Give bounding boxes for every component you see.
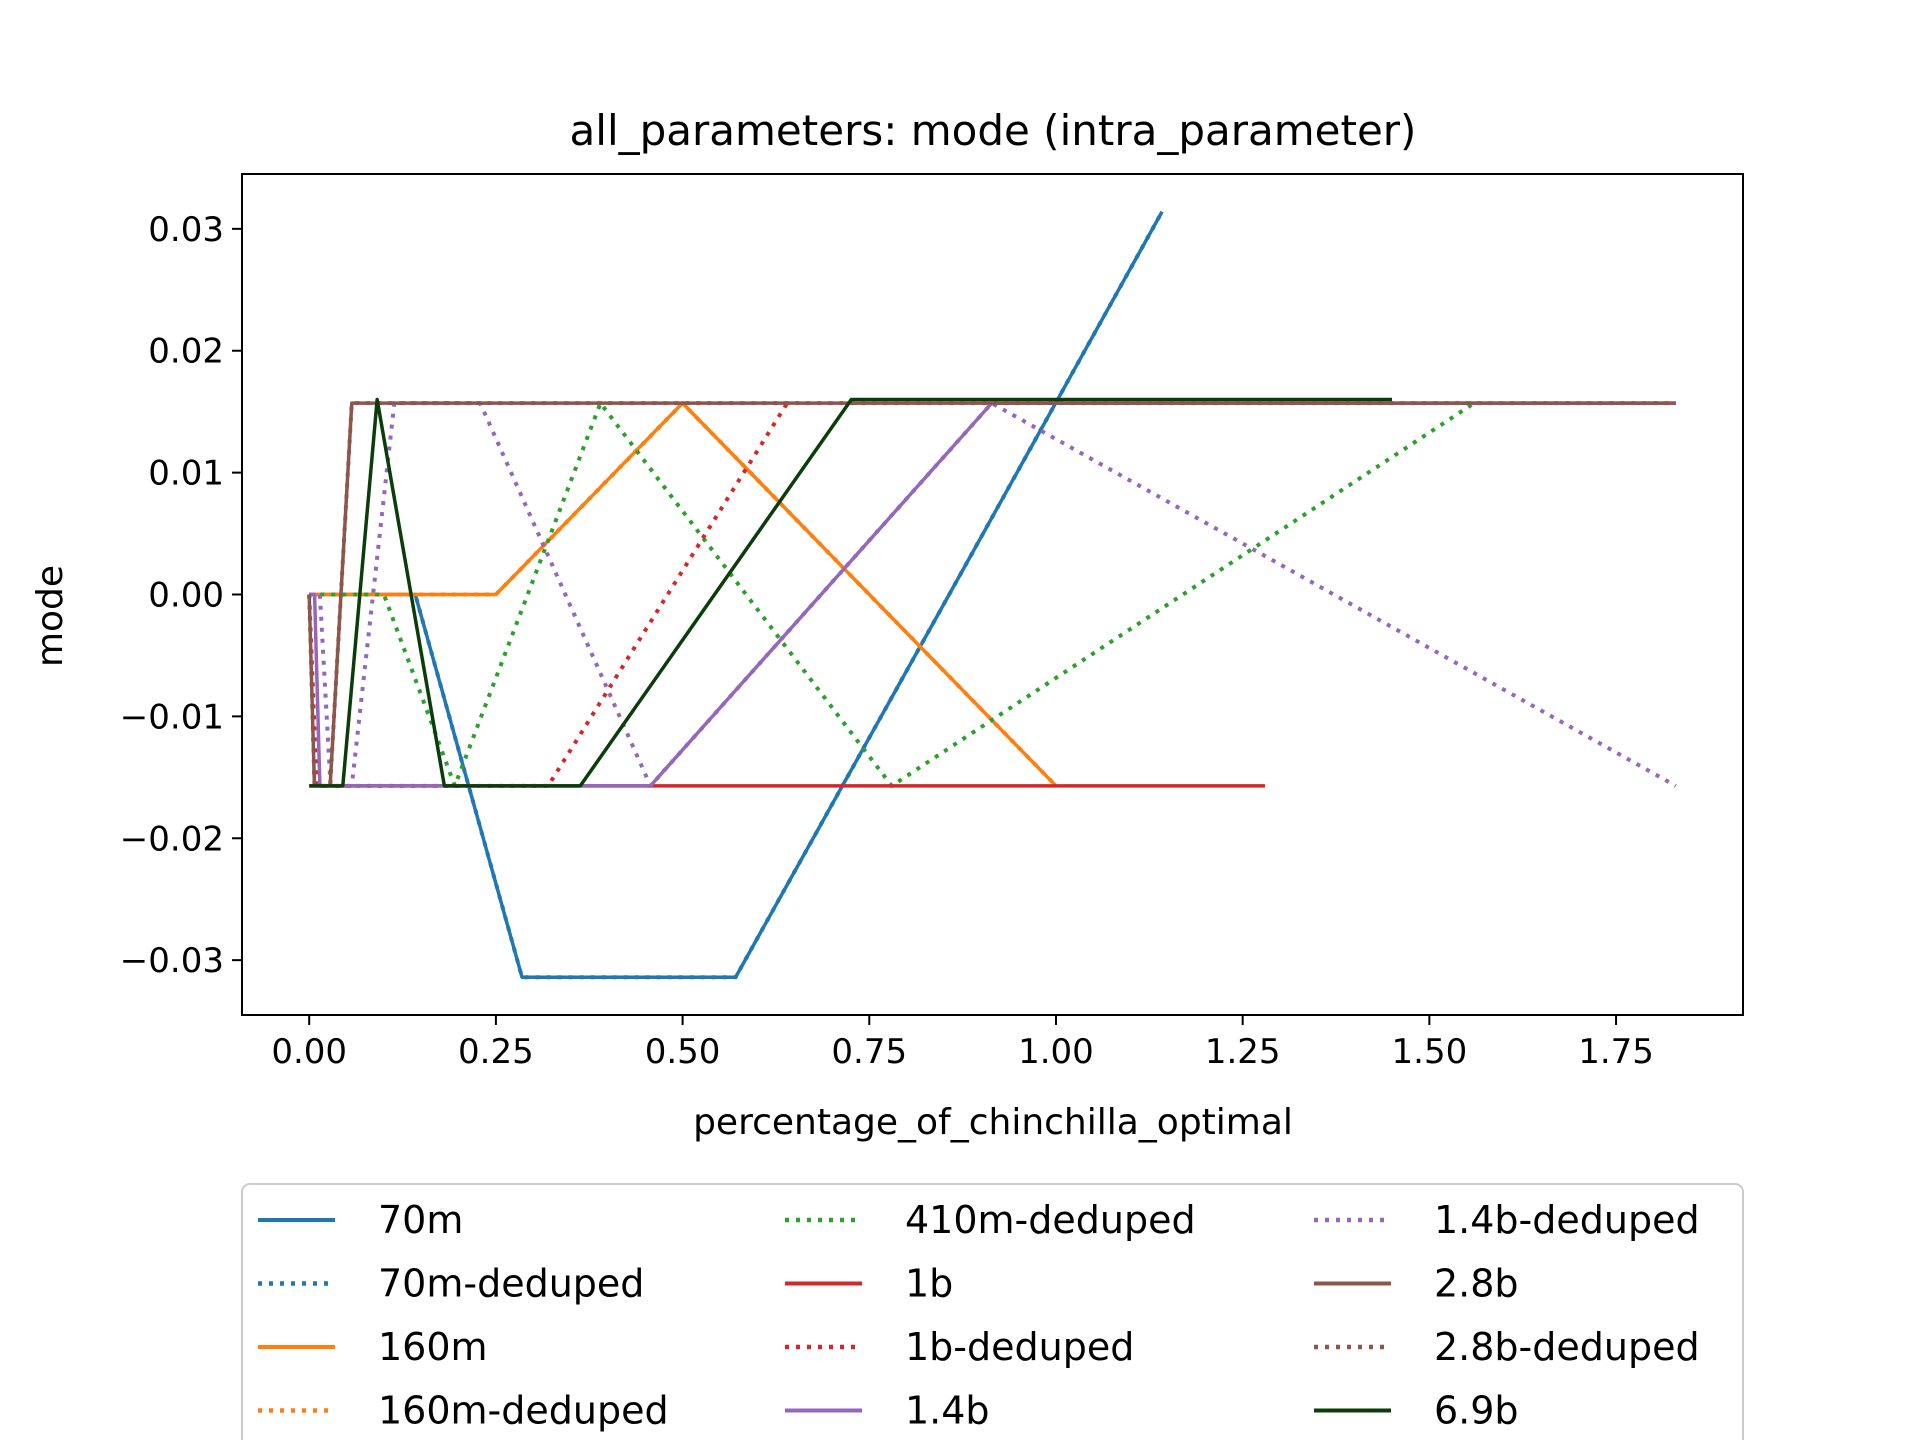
series-layer (307, 210, 1677, 980)
y-tick-label: 0.03 (148, 210, 224, 250)
x-axis-label: percentage_of_chinchilla_optimal (693, 1102, 1293, 1143)
x-tick-label: 0.00 (271, 1032, 347, 1072)
y-axis-ticks: 0.03 0.02 0.01 0.00 −0.01 −0.02 −0.03 (120, 210, 242, 981)
legend-label: 1.4b-deduped (1434, 1198, 1700, 1242)
y-tick-label: −0.03 (120, 941, 224, 981)
y-tick-label: −0.01 (120, 697, 224, 737)
legend-label: 2.8b (1434, 1262, 1519, 1306)
legend-label: 1b-deduped (905, 1325, 1134, 1369)
legend-label: 1.4b (905, 1389, 990, 1433)
legend-label: 70m-deduped (378, 1262, 644, 1306)
legend-label: 410m-deduped (905, 1198, 1196, 1242)
series-line-1.4b (309, 401, 1676, 788)
x-tick-label: 1.25 (1205, 1032, 1281, 1072)
x-tick-label: 0.25 (458, 1032, 534, 1072)
y-tick-label: −0.02 (120, 819, 224, 859)
legend-label: 6.9b (1434, 1389, 1519, 1433)
series-line-6.9b (309, 397, 1393, 788)
legend-box (241, 1183, 1744, 1444)
x-tick-label: 1.75 (1578, 1032, 1654, 1072)
x-tick-label: 0.50 (645, 1032, 721, 1072)
y-tick-label: 0.01 (148, 454, 224, 494)
y-axis-label: mode (30, 565, 71, 667)
legend-label: 160m (378, 1325, 488, 1369)
legend: 70m 70m-deduped 160m 160m-deduped 410m-dedup… (241, 1183, 1744, 1444)
legend-label: 70m (378, 1198, 463, 1242)
legend-label: 1b (905, 1262, 953, 1306)
legend-label: 2.8b-deduped (1434, 1325, 1700, 1369)
series-line-2.8b-deduped (307, 401, 1676, 788)
y-tick-label: 0.02 (148, 332, 224, 372)
x-tick-label: 1.00 (1018, 1032, 1094, 1072)
x-axis-ticks: 0.00 0.25 0.50 0.75 1.00 1.25 1.50 1.75 (271, 1015, 1654, 1072)
y-tick-label: 0.00 (148, 576, 224, 616)
x-tick-label: 1.50 (1392, 1032, 1468, 1072)
legend-label: 160m-deduped (378, 1389, 669, 1433)
chart-title: all_parameters: mode (intra_parameter) (570, 106, 1417, 155)
series-line-160m-deduped (309, 401, 1058, 788)
x-tick-label: 0.75 (831, 1032, 907, 1072)
